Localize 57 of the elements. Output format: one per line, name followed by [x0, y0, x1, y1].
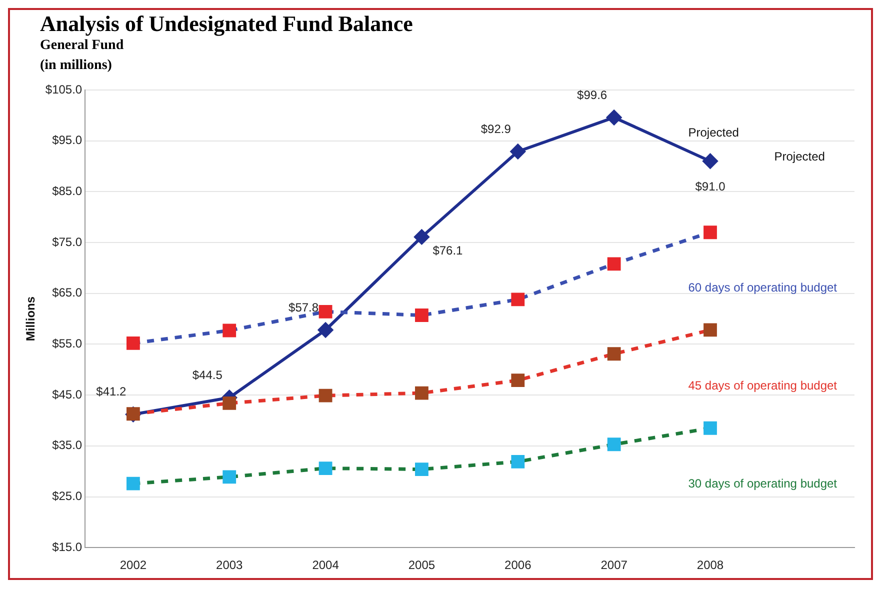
y-tick-label: $95.0: [52, 133, 82, 148]
point: [510, 144, 526, 160]
data-label: $44.5: [192, 368, 223, 382]
data-label: $92.9: [480, 122, 512, 136]
point: [318, 462, 332, 475]
chart-title: Analysis of Undesignated Fund Balance: [40, 11, 414, 36]
point: [704, 226, 717, 240]
point: [318, 388, 332, 402]
point: [704, 323, 717, 337]
point: [607, 347, 621, 361]
point: [126, 476, 140, 490]
point: [222, 470, 236, 484]
data-label: $91.0: [695, 179, 726, 194]
y-tick-label: $105.0: [45, 82, 82, 96]
chart-subtitle: General Fund (in millions): [40, 37, 125, 75]
y-tick-label: $65.0: [52, 286, 82, 300]
y-axis-title: Millions: [24, 296, 38, 342]
y-tick-label: $45.0: [52, 387, 82, 402]
y-tick-label: $85.0: [52, 184, 82, 198]
x-tick-label: 2002: [120, 558, 147, 572]
y-tick-label: $75.0: [52, 234, 82, 249]
data-label: $99.6: [577, 88, 608, 102]
x-tick-label: 2006: [504, 558, 532, 572]
point: [607, 257, 621, 271]
text: 30 days of operating budget: [688, 476, 838, 490]
data-label: $57.8: [288, 300, 319, 314]
x-tick-label: 2005: [408, 558, 436, 572]
point: [704, 421, 717, 435]
point: [318, 304, 332, 318]
point: [415, 308, 428, 322]
point: [222, 396, 236, 410]
point: [222, 324, 236, 338]
point: [414, 229, 430, 244]
x-tick-label: 2007: [600, 558, 628, 572]
data-label: $41.2: [96, 384, 127, 399]
x-tick-label: 2003: [216, 558, 244, 572]
text: 60 days of operating budget: [688, 280, 838, 295]
x-tick-label: 2004: [312, 558, 340, 572]
point: [511, 454, 525, 468]
point: [511, 374, 525, 388]
annotation: Projected: [688, 125, 739, 140]
data-label: $76.1: [432, 243, 464, 258]
point: [415, 386, 428, 400]
point: [126, 336, 140, 350]
annotation: Projected: [774, 149, 825, 164]
x-tick-label: 2008: [696, 558, 724, 572]
y-tick-label: $25.0: [52, 489, 82, 504]
point: [318, 322, 334, 338]
y-tick-label: $15.0: [52, 540, 82, 554]
y-tick-label: $55.0: [52, 336, 82, 351]
point: [607, 438, 621, 452]
point: [415, 462, 428, 476]
point: [606, 110, 622, 125]
y-tick-label: $35.0: [52, 438, 82, 452]
point: [511, 292, 525, 306]
point: [702, 154, 718, 169]
text: 45 days of operating budget: [688, 378, 838, 392]
